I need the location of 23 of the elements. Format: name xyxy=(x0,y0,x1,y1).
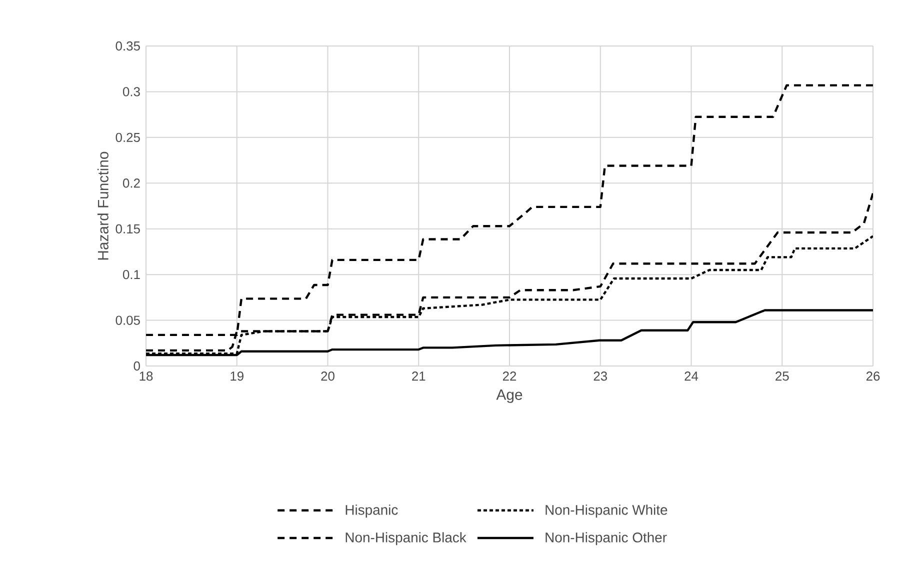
x-tick-label: 25 xyxy=(776,372,789,381)
y-tick-label: 0.15 xyxy=(116,224,140,234)
x-tick-label: 20 xyxy=(321,372,334,381)
y-tick-label: 0.05 xyxy=(116,316,140,325)
x-tick-label: 19 xyxy=(230,372,244,381)
legend-label: Non-Hispanic Other xyxy=(546,532,667,546)
y-axis-title: Hazard Functino xyxy=(97,152,108,260)
x-tick-label: 21 xyxy=(412,372,426,381)
y-tick-label: 0.1 xyxy=(122,270,140,280)
x-tick-label: 23 xyxy=(594,372,608,381)
x-tick-label: 26 xyxy=(866,372,880,381)
legend-label: Hispanic xyxy=(346,504,398,518)
x-axis-title: Age xyxy=(496,390,522,403)
y-tick-label: 0.2 xyxy=(122,178,140,188)
y-tick-label: 0.35 xyxy=(116,41,140,51)
legend-label: Non-Hispanic Black xyxy=(346,532,466,546)
x-tick-label: 22 xyxy=(502,372,516,381)
x-tick-label: 24 xyxy=(684,372,698,381)
legend-label: Non-Hispanic White xyxy=(546,504,668,518)
y-tick-label: 0.25 xyxy=(116,132,140,142)
x-tick-label: 18 xyxy=(140,372,153,381)
y-tick-label: 0.3 xyxy=(122,87,140,96)
y-tick-label: 0 xyxy=(134,361,140,371)
